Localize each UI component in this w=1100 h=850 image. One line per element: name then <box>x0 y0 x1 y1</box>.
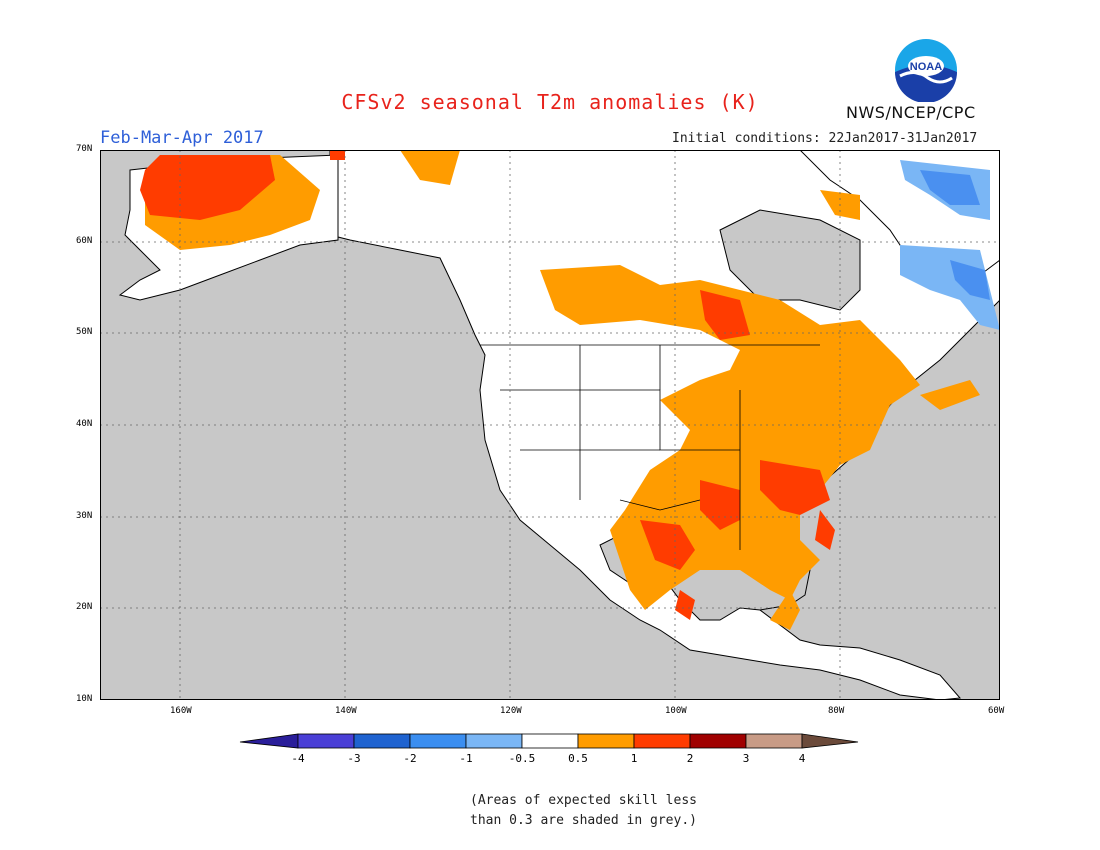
cool-anomaly-minus2-minus1 <box>920 170 990 300</box>
chart-title: CFSv2 seasonal T2m anomalies (K) <box>341 90 759 114</box>
noaa-logo-text: NOAA <box>910 61 942 73</box>
noaa-logo: NOAA <box>895 39 957 102</box>
legend-swatch <box>465 733 523 749</box>
legend-swatch <box>521 733 579 749</box>
legend-swatch <box>409 733 467 749</box>
agency-label: NWS/NCEP/CPC <box>846 103 976 122</box>
lon-label: 80W <box>828 706 845 716</box>
anomaly-map <box>100 150 1000 700</box>
lon-label: 60W <box>988 706 1005 716</box>
legend-swatch <box>689 733 747 749</box>
legend-label: 3 <box>743 752 750 765</box>
legend-label: -1 <box>459 752 472 765</box>
legend-label: 1 <box>631 752 638 765</box>
legend-swatch <box>297 733 355 749</box>
map-frame <box>100 150 1000 700</box>
graticule <box>100 150 1000 700</box>
skill-note-line1: (Areas of expected skill less <box>470 793 697 808</box>
lat-label: 10N <box>76 694 93 704</box>
skill-note: (Areas of expected skill less than 0.3 a… <box>470 791 730 831</box>
color-legend: -4 -3 -2 -1 -0.5 0.5 1 2 3 4 <box>239 733 859 765</box>
initial-conditions-label: Initial conditions: 22Jan2017-31Jan2017 <box>672 131 978 146</box>
legend-swatch <box>353 733 411 749</box>
lat-label: 60N <box>76 236 93 246</box>
lat-label: 70N <box>76 144 93 154</box>
lon-label: 160W <box>170 706 192 716</box>
lat-label: 50N <box>76 327 93 337</box>
lat-label: 30N <box>76 511 93 521</box>
lon-label: 120W <box>500 706 522 716</box>
legend-label: -0.5 <box>509 752 536 765</box>
warm-anomaly-1-2 <box>140 150 835 620</box>
legend-arrow-right <box>801 733 859 749</box>
lat-label: 40N <box>76 419 93 429</box>
lon-label: 140W <box>335 706 357 716</box>
legend-label: 2 <box>687 752 694 765</box>
legend-label: 4 <box>799 752 806 765</box>
legend-arrow-left <box>239 733 299 749</box>
legend-swatch <box>633 733 691 749</box>
lat-label: 20N <box>76 602 93 612</box>
lon-label: 100W <box>665 706 687 716</box>
hudson-bay <box>719 209 861 311</box>
political-borders <box>480 344 820 550</box>
legend-swatch <box>745 733 803 749</box>
legend-label: -3 <box>347 752 360 765</box>
legend-swatch <box>577 733 635 749</box>
season-label: Feb-Mar-Apr 2017 <box>100 128 264 148</box>
legend-label: -4 <box>291 752 305 765</box>
legend-label: -2 <box>403 752 416 765</box>
skill-note-line2: than 0.3 are shaded in grey.) <box>470 813 697 828</box>
legend-label: 0.5 <box>568 752 588 765</box>
